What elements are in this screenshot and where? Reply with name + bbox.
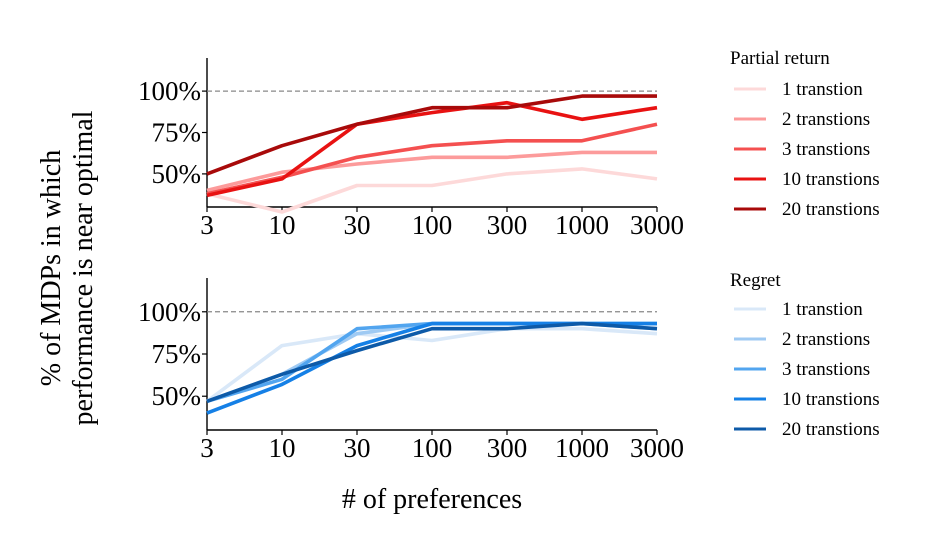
partial-return-series-line-5 [206,94,657,176]
regret-y-tick-label: 75% [152,339,202,369]
partial-return-series-line-1 [206,167,658,214]
regret-y-tick-label: 50% [152,381,202,411]
partial-return-legend-label: 10 transtions [782,169,880,190]
partial-return-legend-label: 2 transtions [782,109,870,130]
partial-return-legend-label: 1 transtion [782,79,863,100]
partial-return-series-line-2 [206,150,657,193]
x-axis-label: # of preferences [342,484,522,515]
partial-return-legend-title: Partial return [730,48,830,69]
partial-return-x-tick-label: 100 [412,210,453,240]
regret-x-tick-label: 300 [487,433,528,463]
partial-return-panel: 50% 75% 100% 3 10 30 100 300 1000 3000 Partial ret… [138,48,880,240]
partial-return-x-tick-label: 10 [269,210,296,240]
partial-return-y-tick-label: 75% [152,118,202,148]
y-axis-label-line1: % of MDPs in which [36,150,67,386]
partial-return-x-tick-label: 30 [344,210,371,240]
regret-legend-label: 2 transtions [782,329,870,350]
regret-x-tick-label: 10 [269,433,296,463]
regret-x-tick-label: 3 [200,433,214,463]
regret-y-tick-label: 100% [138,297,201,327]
partial-return-legend-label: 3 transtions [782,139,870,160]
regret-x-tick-label: 3000 [630,433,684,463]
regret-x-tick-label: 30 [344,433,371,463]
regret-legend-label: 10 transtions [782,389,880,410]
regret-x-tick-label: 1000 [555,433,609,463]
partial-return-x-tick-label: 1000 [555,210,609,240]
regret-legend-label: 20 transtions [782,419,880,440]
partial-return-x-tick-label: 300 [487,210,528,240]
y-axis-label: % of MDPs in which performance is near o… [36,110,99,425]
regret-x-tick-label: 100 [412,433,453,463]
regret-legend-label: 3 transtions [782,359,870,380]
regret-legend-label: 1 transtion [782,299,863,320]
partial-return-x-tick-label: 3000 [630,210,684,240]
regret-legend-title: Regret [730,270,781,291]
partial-return-y-tick-label: 100% [138,76,201,106]
regret-series-line-3 [206,321,657,404]
regret-series-line-5 [206,321,658,403]
partial-return-legend-label: 20 transtions [782,199,880,220]
regret-series-line-4 [206,321,657,415]
partial-return-y-tick-label: 50% [152,159,202,189]
regret-series-line-2 [206,321,658,403]
y-axis-label-line2: performance is near optimal [68,110,99,425]
partial-return-series-line-4 [206,100,658,198]
regret-series-line-1 [205,326,658,403]
partial-return-x-tick-label: 3 [200,210,214,240]
